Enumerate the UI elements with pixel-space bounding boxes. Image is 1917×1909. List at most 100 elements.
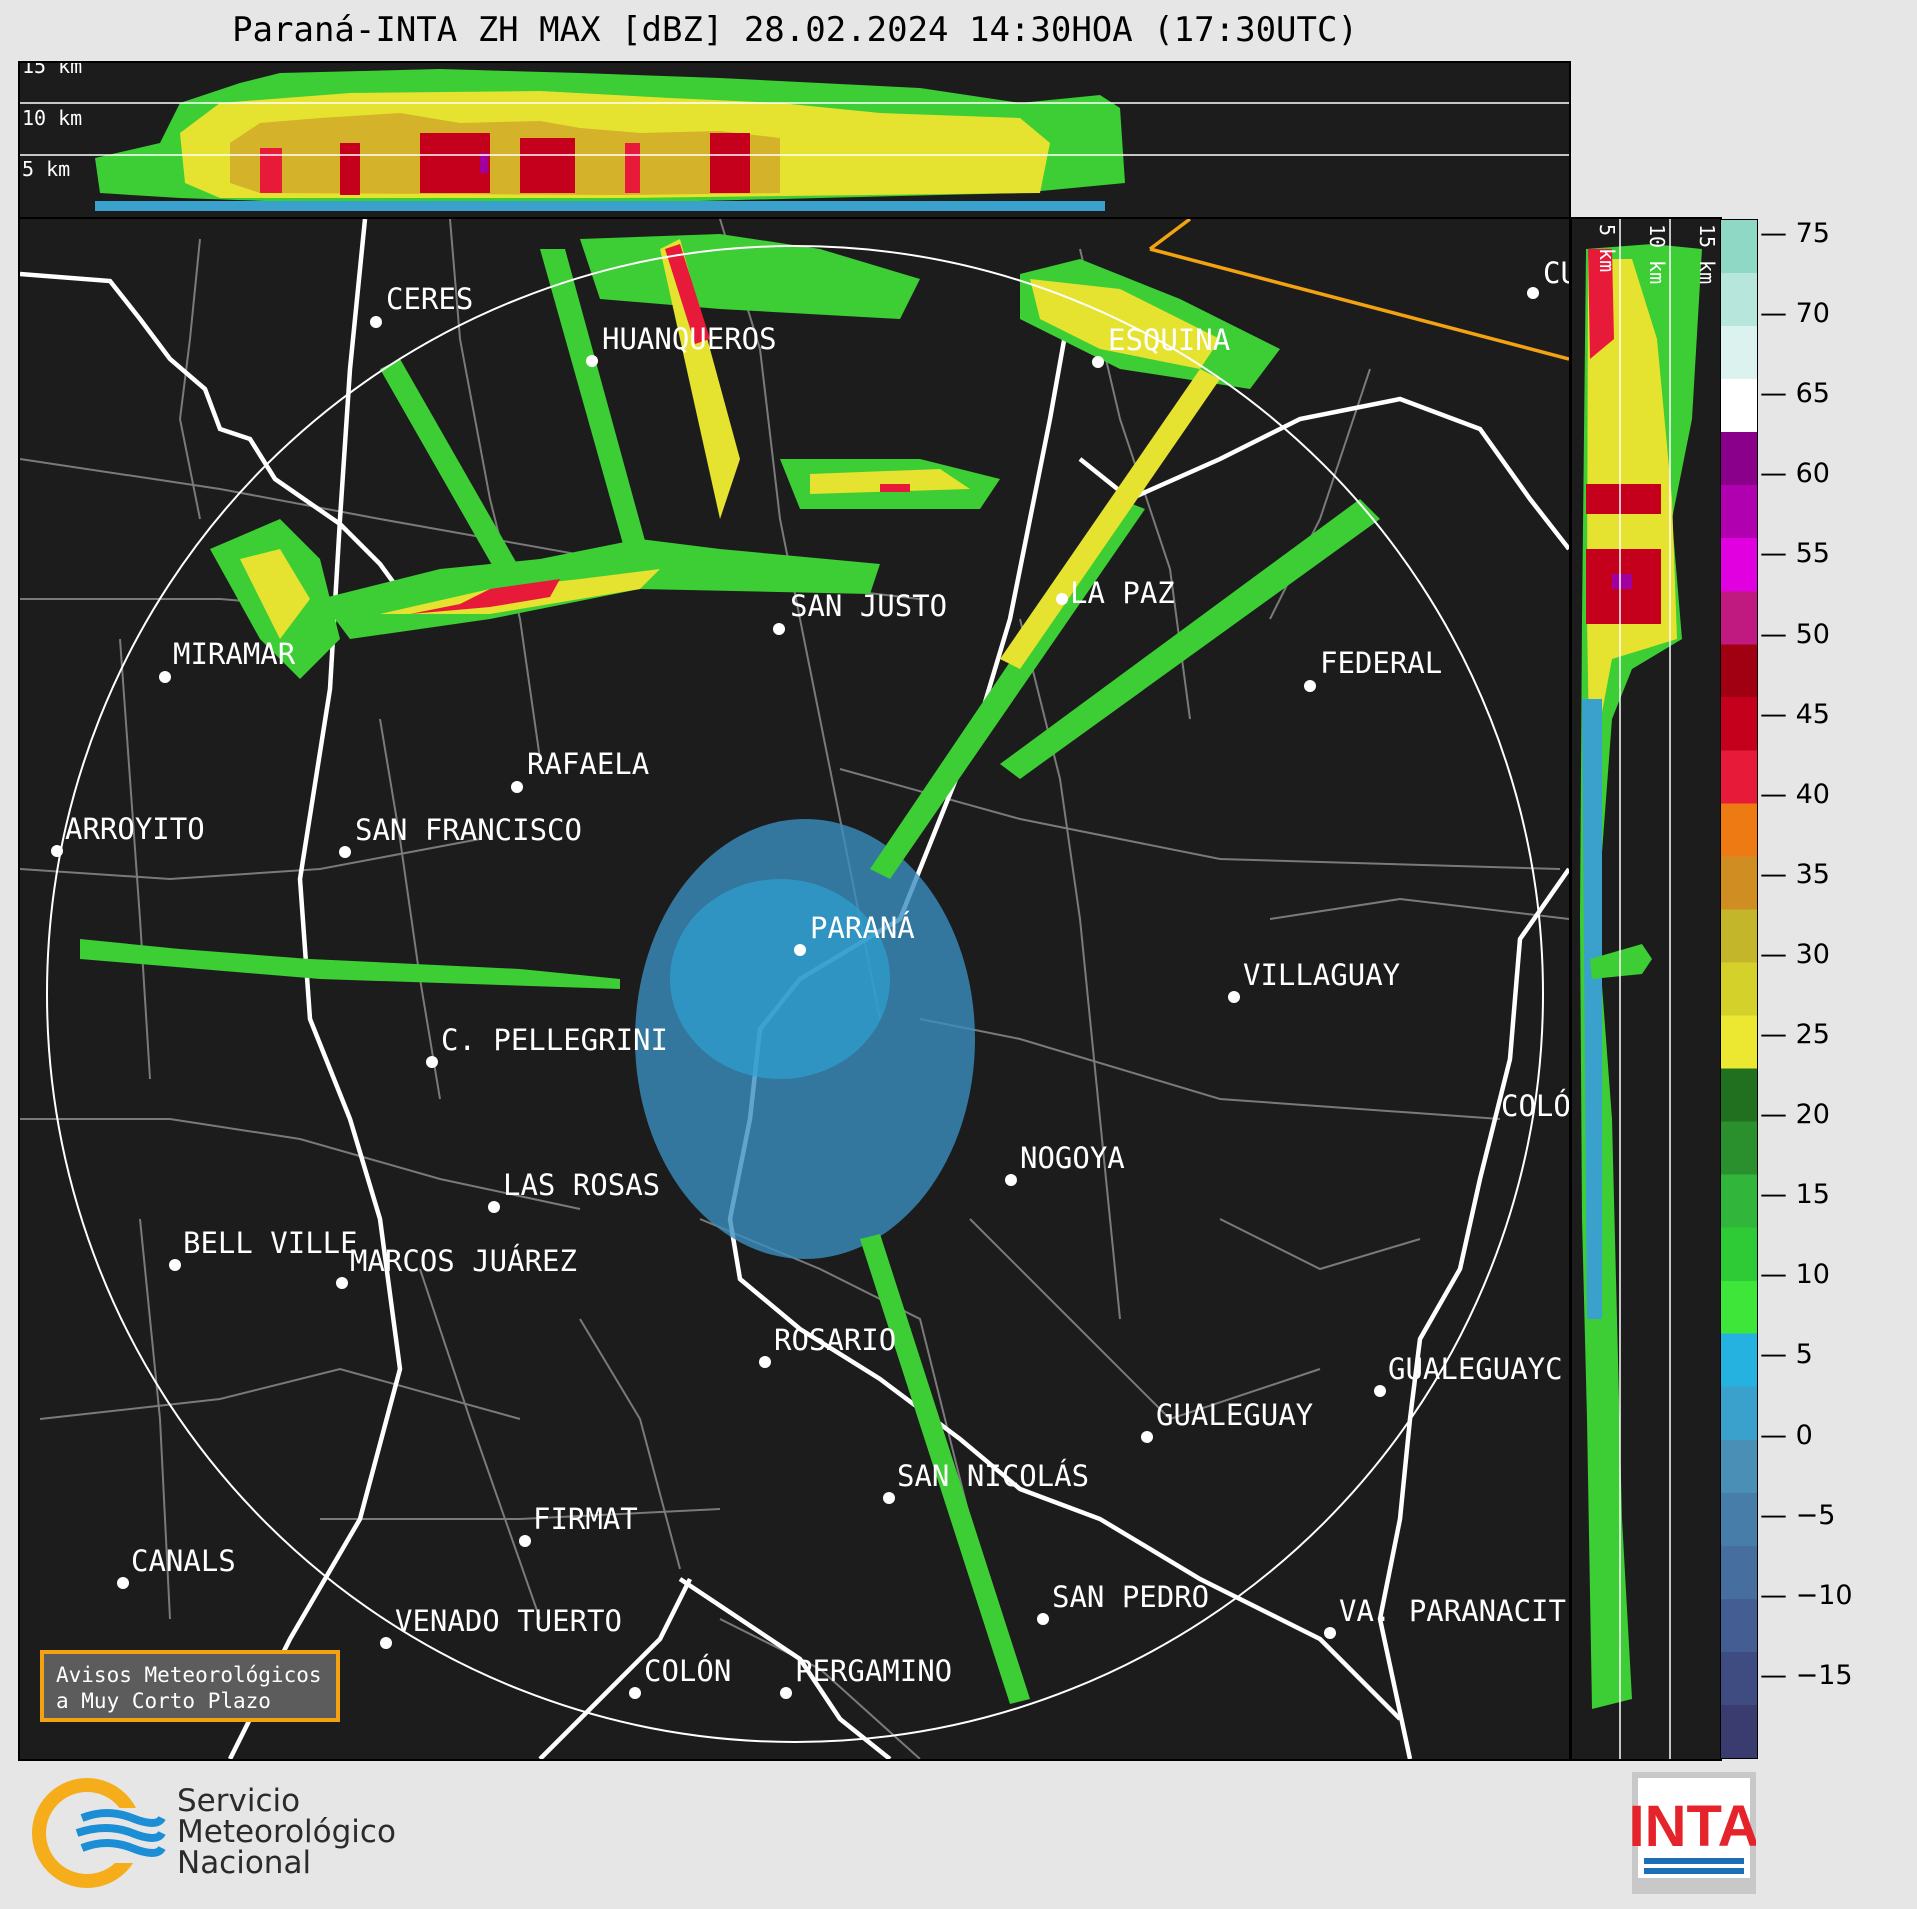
range-ring [46, 245, 1544, 1743]
city-label-esquina: ESQUINA [1108, 323, 1230, 357]
inta-logo-text: INTA [1632, 1794, 1756, 1859]
radar-site-marker [794, 944, 806, 956]
avisos-box[interactable]: Avisos Meteorológicos a Muy Corto Plazo [40, 1650, 340, 1722]
city-marker [426, 1056, 438, 1068]
colorbar-tick-label: — 50 [1760, 618, 1830, 650]
colorbar-tick-label: — 30 [1760, 938, 1830, 970]
colorbar-tick-label: — 10 [1760, 1259, 1830, 1291]
side-cross-section-svg: 5 km 10 km 15 km [1580, 219, 1719, 1759]
city-label-san-nicolas: SAN NICOLÁS [897, 1459, 1089, 1493]
city-marker [1141, 1431, 1153, 1443]
city-label-firmat: FIRMAT [533, 1502, 638, 1536]
city-marker [759, 1356, 771, 1368]
city-label-villaguay: VILLAGUAY [1243, 958, 1400, 992]
city-marker [519, 1535, 531, 1547]
city-marker [339, 846, 351, 858]
city-marker [51, 845, 63, 857]
colorbar-tick-label: — 60 [1760, 458, 1830, 490]
city-label-cu: CU [1543, 256, 1569, 290]
city-marker [780, 1687, 792, 1699]
city-label-san-francisco: SAN FRANCISCO [355, 813, 582, 847]
colorbar-tick-label: — 45 [1760, 698, 1830, 730]
city-label-gualeguay: GUALEGUAY [1156, 1398, 1313, 1432]
colorbar-tick-label: — 15 [1760, 1179, 1830, 1211]
side-cross-section-panel: 5 km 10 km 15 km [1570, 217, 1722, 1761]
smn-logo-icon [32, 1778, 172, 1888]
smn-line1: Servicio [177, 1783, 301, 1819]
city-label-ceres: CERES [386, 282, 473, 316]
city-marker [511, 781, 523, 793]
reflectivity-colorbar [1720, 219, 1758, 1759]
city-label-canals: CANALS [131, 1544, 236, 1578]
radar-map-svg: CERES HUANQUEROS ESQUINA CU LA PAZ SAN J… [20, 219, 1569, 1759]
radar-echoes [80, 234, 1380, 1704]
city-label-miramar: MIRAMAR [173, 637, 296, 671]
colorbar-tick-label: — 75 [1760, 218, 1830, 250]
city-label-parana: PARANÁ [810, 911, 915, 945]
colorbar-tick-label: — 65 [1760, 378, 1830, 410]
colorbar-tick-label: — 5 [1760, 1339, 1813, 1371]
colorbar-tick-label: — 20 [1760, 1099, 1830, 1131]
city-marker [586, 355, 598, 367]
border-line-orange [1148, 219, 1569, 361]
city-label-huanqueros: HUANQUEROS [602, 322, 777, 356]
colorbar-tick-label: — 35 [1760, 858, 1830, 890]
top-altitude-label-10: 10 km [22, 106, 82, 130]
top-cross-section-panel: 15 km 10 km 5 km [18, 61, 1571, 219]
city-label-venado-tuerto: VENADO TUERTO [395, 1604, 622, 1638]
city-label-va-paranacit: VA. PARANACIT [1339, 1594, 1566, 1628]
smn-text: Servicio Meteorológico Nacional [177, 1786, 396, 1879]
city-marker [159, 671, 171, 683]
city-marker [488, 1201, 500, 1213]
city-label-bell-ville: BELL VILLE [183, 1226, 358, 1260]
top-altitude-label-5: 5 km [22, 157, 70, 181]
city-label-las-rosas: LAS ROSAS [503, 1168, 660, 1202]
city-label-rafaela: RAFAELA [527, 747, 649, 781]
city-markers: CERES HUANQUEROS ESQUINA CU LA PAZ SAN J… [51, 256, 1569, 1699]
map-title: Paraná-INTA ZH MAX [dBZ] 28.02.2024 14:3… [232, 10, 1358, 50]
city-label-arroyito: ARROYITO [65, 812, 205, 846]
city-label-c-pellegrini: C. PELLEGRINI [441, 1023, 668, 1057]
city-marker [117, 1577, 129, 1589]
city-marker [336, 1277, 348, 1289]
city-marker [1056, 593, 1068, 605]
city-label-gualeguayc: GUALEGUAYC [1388, 1352, 1563, 1386]
colorbar-tick-label: — 0 [1760, 1419, 1813, 1451]
side-altitude-label-5: 5 km [1595, 224, 1619, 272]
city-marker [883, 1492, 895, 1504]
colorbar-tick-label: — 25 [1760, 1019, 1830, 1051]
colorbar-tick-label: — 40 [1760, 778, 1830, 810]
side-altitude-label-10: 10 km [1645, 224, 1669, 284]
city-marker [169, 1259, 181, 1271]
city-marker [1304, 680, 1316, 692]
city-marker [1527, 287, 1539, 299]
city-label-san-pedro: SAN PEDRO [1052, 1580, 1209, 1614]
top-echo-band [95, 69, 1125, 211]
city-label-nogoya: NOGOYA [1020, 1141, 1125, 1175]
smn-line3: Nacional [177, 1845, 312, 1881]
city-marker [773, 623, 785, 635]
colorbar-tick-label: — −5 [1760, 1499, 1836, 1531]
city-label-marcos-juarez: MARCOS JUÁREZ [350, 1244, 577, 1278]
side-altitude-label-15: 15 km [1695, 224, 1719, 284]
city-label-rosario: ROSARIO [774, 1323, 896, 1357]
city-marker [370, 316, 382, 328]
city-label-pergamino: PERGAMINO [795, 1654, 952, 1688]
city-marker [380, 1637, 392, 1649]
smn-line2: Meteorológico [177, 1814, 396, 1850]
colorbar-tick-label: — 55 [1760, 538, 1830, 570]
avisos-line1: Avisos Meteorológicos [56, 1663, 322, 1687]
city-label-la-paz: LA PAZ [1070, 576, 1175, 610]
city-label-colo: COLÓ [1501, 1089, 1569, 1123]
city-marker [1324, 1627, 1336, 1639]
city-label-colon: COLÓN [644, 1654, 731, 1688]
city-marker [1228, 991, 1240, 1003]
city-marker [1037, 1613, 1049, 1625]
city-label-federal: FEDERAL [1320, 646, 1442, 680]
top-altitude-label-15: 15 km [22, 63, 82, 78]
city-marker [1374, 1385, 1386, 1397]
colorbar-tick-label: — −15 [1760, 1659, 1853, 1691]
radar-map-panel: CERES HUANQUEROS ESQUINA CU LA PAZ SAN J… [18, 217, 1571, 1761]
inta-logo: INTA [1632, 1772, 1756, 1894]
side-echo-band [1580, 244, 1702, 1709]
